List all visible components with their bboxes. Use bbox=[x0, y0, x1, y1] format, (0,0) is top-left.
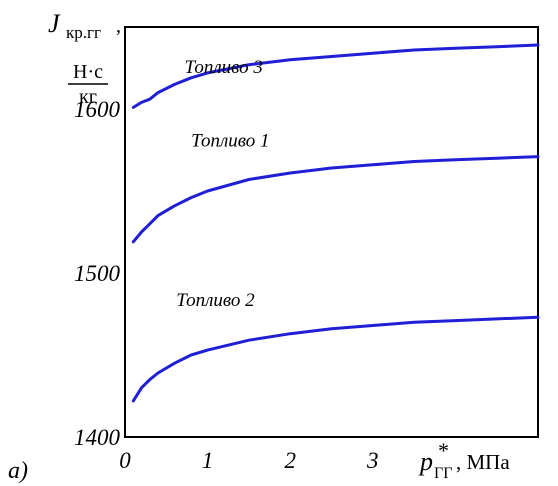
panel-label: a) bbox=[8, 458, 28, 484]
y-tick-label: 1400 bbox=[74, 425, 121, 450]
plot-frame bbox=[124, 26, 539, 438]
x-tick-label: 2 bbox=[284, 448, 296, 473]
series-label: Топливо 2 bbox=[176, 290, 255, 311]
x-axis-symbol: p bbox=[418, 447, 433, 476]
x-axis-subscript: ГГ bbox=[434, 465, 453, 482]
y-tick-label: 1500 bbox=[74, 261, 121, 286]
x-axis-superscript: * bbox=[438, 438, 449, 463]
x-tick-label: 0 bbox=[119, 448, 131, 473]
y-axis-subscript: кр.гг bbox=[66, 23, 101, 42]
y-tick-label: 1600 bbox=[74, 97, 121, 122]
x-axis-unit: , МПа bbox=[456, 450, 510, 474]
y-axis-comma: , bbox=[116, 15, 121, 37]
x-tick-label: 1 bbox=[202, 448, 214, 473]
y-tick-labels: 1400 1500 1600 bbox=[74, 97, 121, 450]
x-tick-label: 3 bbox=[366, 448, 379, 473]
y-axis-unit-denominator: кг bbox=[79, 86, 97, 108]
x-tick-labels: 0 1 2 3 bbox=[119, 448, 378, 473]
y-axis-symbol: J bbox=[48, 9, 61, 38]
series-lines bbox=[131, 43, 540, 403]
series-line bbox=[131, 43, 540, 109]
series-line bbox=[131, 155, 540, 244]
series-labels: Топливо 3 Топливо 1 Топливо 2 bbox=[176, 57, 269, 311]
series-label: Топливо 1 bbox=[191, 131, 269, 152]
series-line bbox=[131, 315, 540, 403]
series-label: Топливо 3 bbox=[184, 57, 262, 78]
y-axis-unit-numerator: Н·с bbox=[73, 61, 103, 83]
